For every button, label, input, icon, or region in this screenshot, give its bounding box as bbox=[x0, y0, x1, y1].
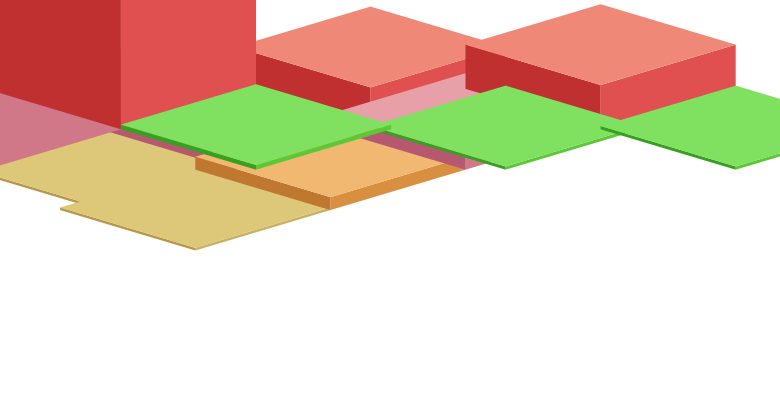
Polygon shape bbox=[331, 73, 601, 154]
Polygon shape bbox=[195, 208, 331, 250]
Polygon shape bbox=[101, 114, 236, 170]
Polygon shape bbox=[331, 114, 466, 170]
Polygon shape bbox=[101, 167, 236, 210]
Polygon shape bbox=[236, 47, 370, 129]
Polygon shape bbox=[121, 0, 256, 129]
Polygon shape bbox=[0, 127, 236, 208]
Polygon shape bbox=[466, 114, 601, 170]
Polygon shape bbox=[370, 86, 640, 166]
Polygon shape bbox=[60, 208, 195, 250]
Polygon shape bbox=[601, 44, 736, 129]
Polygon shape bbox=[370, 47, 505, 129]
Polygon shape bbox=[505, 126, 640, 170]
Polygon shape bbox=[101, 73, 370, 154]
Polygon shape bbox=[331, 157, 466, 210]
Polygon shape bbox=[236, 114, 370, 170]
Polygon shape bbox=[60, 167, 331, 248]
Polygon shape bbox=[601, 126, 736, 170]
Polygon shape bbox=[601, 86, 780, 166]
Polygon shape bbox=[121, 84, 391, 165]
Polygon shape bbox=[0, 167, 101, 210]
Polygon shape bbox=[466, 4, 736, 85]
Polygon shape bbox=[121, 124, 256, 170]
Polygon shape bbox=[195, 116, 466, 197]
Polygon shape bbox=[195, 157, 331, 210]
Polygon shape bbox=[466, 44, 601, 129]
Polygon shape bbox=[736, 126, 780, 170]
Polygon shape bbox=[0, 48, 121, 170]
Polygon shape bbox=[0, 8, 121, 89]
Polygon shape bbox=[0, 0, 121, 129]
Polygon shape bbox=[256, 124, 391, 170]
Polygon shape bbox=[370, 126, 505, 170]
Polygon shape bbox=[236, 6, 505, 87]
